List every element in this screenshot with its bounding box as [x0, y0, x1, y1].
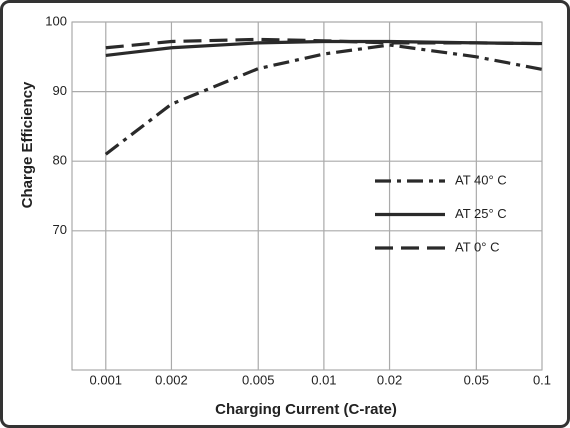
- x-tick-label: 0.001: [90, 372, 123, 387]
- x-tick-label: 0.1: [533, 372, 551, 387]
- legend-label: AT 40° C: [455, 172, 507, 187]
- legend-label: AT 25° C: [455, 206, 507, 221]
- plot-area: [71, 21, 543, 371]
- y-tick-label: 80: [53, 153, 67, 168]
- x-tick-label: 0.002: [155, 372, 188, 387]
- x-axis-label: Charging Current (C-rate): [215, 401, 397, 418]
- x-tick-label: 0.005: [242, 372, 275, 387]
- series-line: [105, 37, 543, 50]
- legend-label: AT 0° C: [455, 239, 499, 254]
- y-axis-label: Charge Efficiency: [19, 81, 36, 208]
- x-tick-label: 0.01: [311, 372, 336, 387]
- y-tick-label: 70: [53, 222, 67, 237]
- series-line: [104, 43, 543, 156]
- y-tick-label: 90: [53, 83, 67, 98]
- y-tick-label: 100: [45, 13, 67, 28]
- x-tick-label: 0.02: [377, 372, 402, 387]
- x-tick-label: 0.05: [464, 372, 489, 387]
